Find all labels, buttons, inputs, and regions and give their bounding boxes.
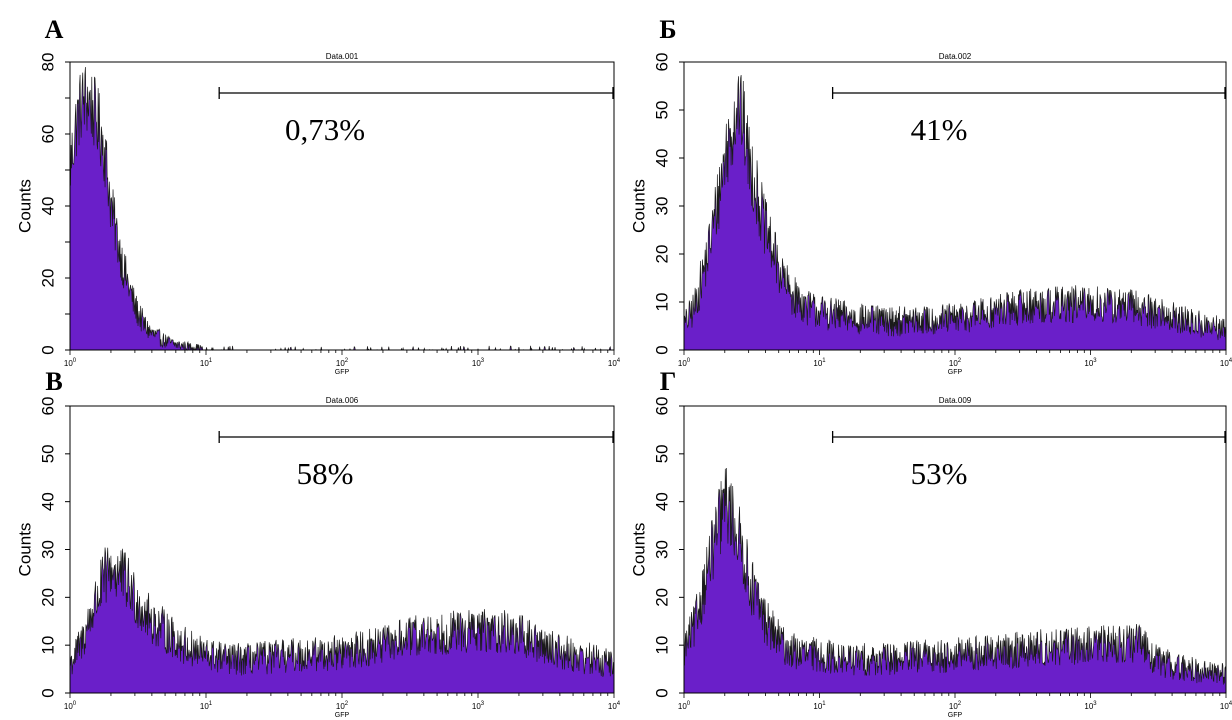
x-tick-label: 103 xyxy=(472,358,485,368)
y-tick-label: 30 xyxy=(39,540,58,559)
x-tick-label: 100 xyxy=(64,701,77,711)
x-tick-label: 103 xyxy=(472,701,485,711)
panel-label: Б xyxy=(659,15,676,44)
y-axis-label: Counts xyxy=(16,179,35,233)
plot-frame xyxy=(69,61,615,351)
x-tick-label: 104 xyxy=(1220,701,1232,711)
x-tick-label: 102 xyxy=(949,701,962,711)
panel-label: Г xyxy=(660,367,677,396)
x-axis-label: GFP xyxy=(948,369,963,376)
y-tick-label: 60 xyxy=(653,53,672,72)
y-tick-label: 10 xyxy=(39,636,58,655)
gate-percentage: 53% xyxy=(911,456,968,491)
x-tick-label: 104 xyxy=(608,701,621,711)
x-tick-label: 101 xyxy=(200,358,213,368)
y-tick-label: 20 xyxy=(39,588,58,607)
x-tick-label: 101 xyxy=(200,701,213,711)
x-tick-label: 103 xyxy=(1084,701,1097,711)
x-tick-label: 100 xyxy=(678,701,691,711)
x-tick-label: 100 xyxy=(64,358,77,368)
y-tick-label: 20 xyxy=(653,245,672,264)
plot-title: Data.002 xyxy=(939,52,972,61)
y-tick-label: 60 xyxy=(653,397,672,416)
histogram-area xyxy=(69,547,615,694)
y-tick-label: 10 xyxy=(653,636,672,655)
y-tick-label: 0 xyxy=(653,688,672,697)
plot-title: Data.009 xyxy=(939,396,972,405)
gate-percentage: 58% xyxy=(297,456,354,491)
y-tick-label: 80 xyxy=(39,53,58,72)
y-tick-label: 60 xyxy=(39,397,58,416)
y-tick-label: 60 xyxy=(39,125,58,144)
histogram-panel: Г Data.009 0 10 20 30 40 50 60 Counts 100 101 102 103… xyxy=(630,367,1232,719)
gate-percentage: 41% xyxy=(911,112,968,147)
x-tick-label: 102 xyxy=(949,358,962,368)
x-tick-label: 102 xyxy=(336,701,349,711)
y-tick-label: 50 xyxy=(39,444,58,463)
y-tick-label: 30 xyxy=(653,540,672,559)
histogram-area xyxy=(69,67,614,352)
y-tick-label: 0 xyxy=(653,345,672,354)
histogram-area xyxy=(683,468,1227,694)
histogram-panel: А Data.001 0 20 40 60 80 Counts 100 101 102 103 104 G… xyxy=(16,15,621,376)
x-tick-label: 104 xyxy=(608,358,621,368)
x-axis-label: GFP xyxy=(948,712,963,719)
x-tick-label: 101 xyxy=(813,358,826,368)
y-axis-label: Counts xyxy=(630,523,649,577)
y-tick-label: 0 xyxy=(39,345,58,354)
y-axis-label: Counts xyxy=(630,179,649,233)
gate-percentage: 0,73% xyxy=(285,112,365,147)
plot-title: Data.001 xyxy=(326,52,359,61)
x-tick-label: 103 xyxy=(1084,358,1097,368)
y-tick-label: 20 xyxy=(653,588,672,607)
x-tick-label: 101 xyxy=(813,701,826,711)
y-tick-label: 30 xyxy=(653,197,672,216)
panel-label: А xyxy=(45,15,64,44)
x-axis-label: GFP xyxy=(335,369,350,376)
y-axis-label: Counts xyxy=(16,523,35,577)
y-tick-label: 40 xyxy=(39,197,58,216)
plot-title: Data.006 xyxy=(326,396,359,405)
panel-label: В xyxy=(45,367,62,396)
y-tick-label: 40 xyxy=(39,492,58,511)
y-tick-label: 40 xyxy=(653,149,672,168)
x-tick-label: 100 xyxy=(678,358,691,368)
histogram-panel: В Data.006 0 10 20 30 40 50 60 Counts 100 101 102 103… xyxy=(16,367,621,719)
x-axis-label: GFP xyxy=(335,712,350,719)
y-tick-label: 50 xyxy=(653,444,672,463)
histogram-area xyxy=(683,75,1227,351)
y-tick-label: 10 xyxy=(653,293,672,312)
x-tick-label: 102 xyxy=(336,358,349,368)
histogram-panel: Б Data.002 0 10 20 30 40 50 60 Counts 100 101 102 103… xyxy=(630,15,1232,376)
y-tick-label: 20 xyxy=(39,269,58,288)
y-tick-label: 40 xyxy=(653,492,672,511)
y-tick-label: 50 xyxy=(653,101,672,120)
x-tick-label: 104 xyxy=(1220,358,1232,368)
y-tick-label: 0 xyxy=(39,688,58,697)
